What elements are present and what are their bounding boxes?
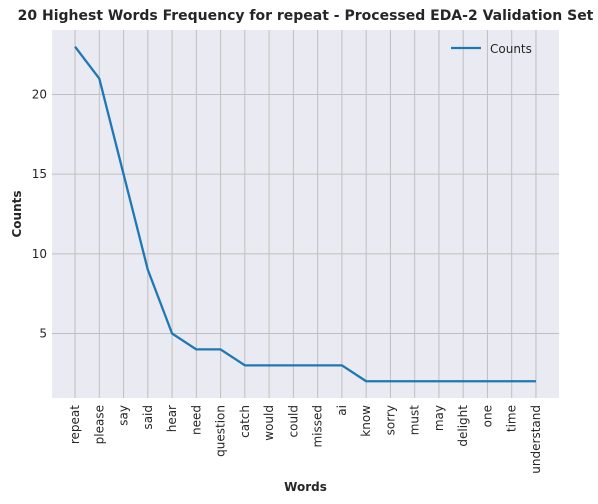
x-tick-label: must (408, 405, 422, 436)
legend-label-counts: Counts (490, 42, 532, 56)
x-tick-label: catch (238, 405, 252, 438)
x-tick-label: said (141, 405, 155, 430)
y-tick-label: 20 (32, 88, 47, 102)
x-axis-ticks: repeat please say said hear need question catch… (68, 405, 543, 474)
x-tick-label: would (262, 405, 276, 441)
x-tick-label: missed (311, 405, 325, 448)
x-tick-label: sorry (383, 405, 397, 435)
plot-area (52, 30, 559, 398)
x-tick-label: hear (165, 405, 179, 432)
chart-title: 20 Highest Words Frequency for repeat - … (18, 8, 594, 24)
x-axis-label: Words (284, 480, 327, 494)
x-tick-label: time (505, 405, 519, 432)
grid-lines (52, 30, 559, 398)
x-tick-label: understand (529, 405, 543, 474)
y-axis-ticks: 5 10 15 20 (32, 88, 47, 341)
legend: Counts (451, 42, 532, 56)
series-layer (74, 46, 536, 383)
y-tick-label: 10 (32, 247, 47, 261)
x-tick-label: please (92, 405, 106, 444)
x-tick-label: delight (456, 405, 470, 447)
x-tick-label: know (359, 405, 373, 437)
x-tick-label: one (480, 405, 494, 427)
x-tick-label: question (214, 405, 228, 457)
x-tick-label: could (286, 405, 300, 438)
y-axis-label: Counts (10, 190, 24, 237)
x-tick-label: repeat (68, 405, 82, 444)
x-tick-label: may (432, 405, 446, 431)
x-tick-label: say (117, 405, 131, 426)
x-tick-label: ai (335, 405, 349, 416)
series-line-counts (74, 46, 536, 383)
y-tick-label: 5 (39, 326, 47, 340)
y-tick-label: 15 (32, 167, 47, 181)
x-tick-label: need (189, 405, 203, 435)
